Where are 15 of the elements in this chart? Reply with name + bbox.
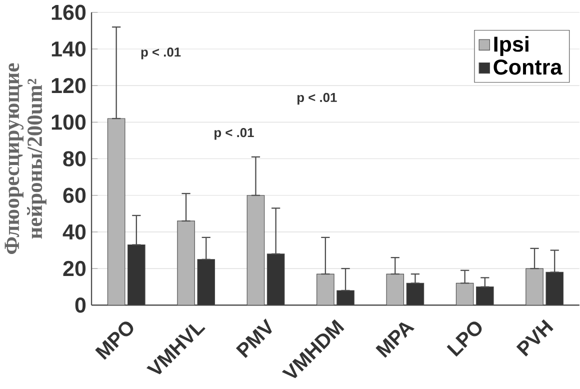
y-tick-label: 80 [63,151,86,167]
y-tick-label: 100 [52,114,86,130]
annotation: p < .01 [297,93,337,105]
y-tick-label: 120 [52,78,86,94]
annotation: p < .01 [214,128,254,140]
y-tick-label: 140 [52,42,86,57]
y-axis-title: Флюоресцирующие нейроны/200um² [4,63,46,254]
legend-label: Ipsi [494,36,528,56]
y-tick-label: 160 [52,4,86,20]
y-tick-label: 60 [63,188,86,204]
y-tick-label: 0 [75,298,86,313]
annotation: p < .01 [141,48,181,60]
y-tick-label: 40 [62,224,86,240]
legend-label: Contra [494,60,562,75]
y-tick-label: 20 [63,261,86,276]
